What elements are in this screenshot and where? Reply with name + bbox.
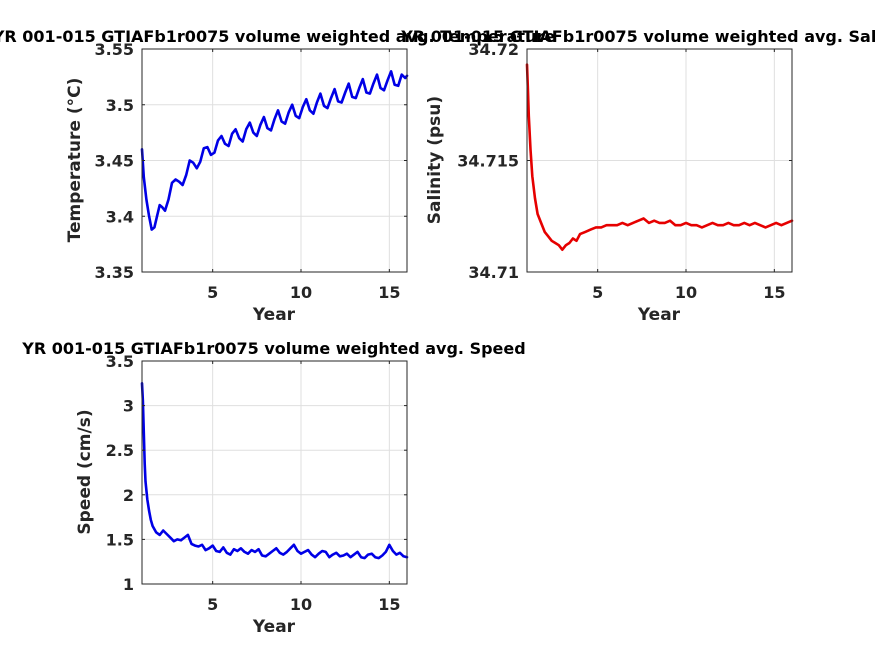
y-tick-label: 3.4 [106, 207, 134, 226]
y-tick-label: 3.55 [95, 40, 134, 59]
ticks: 5 10 15 1 1.5 2 2.5 3 3.5 [106, 352, 408, 614]
y-tick-label: 2.5 [106, 441, 134, 460]
grid [142, 49, 407, 272]
y-axis-label: Speed (cm/s) [75, 409, 95, 534]
y-tick-label: 3 [123, 397, 134, 416]
y-tick-label: 3.5 [106, 352, 134, 371]
x-tick-label: 15 [378, 283, 400, 302]
series-line [525, 63, 794, 251]
plot-area [141, 360, 408, 585]
ticks: 5 10 15 3.35 3.4 3.45 3.5 3.55 [95, 40, 408, 302]
y-tick-label: 1 [123, 575, 134, 594]
series [140, 381, 409, 560]
axes-frame [141, 48, 408, 273]
x-axis-label: Year [637, 305, 681, 325]
y-tick-label: 34.71 [468, 263, 519, 282]
x-tick-label: 15 [378, 595, 400, 614]
chart-title: YR 001-015 GTIAFb1r0075 volume weighted … [0, 27, 555, 46]
y-tick-label: 2 [123, 486, 134, 505]
x-axis-label: Year [252, 305, 296, 325]
y-axis-label: Temperature (°C) [65, 78, 85, 243]
y-tick-label: 1.5 [106, 530, 134, 549]
y-tick-label: 34.72 [468, 40, 519, 59]
x-tick-label: 10 [675, 283, 697, 302]
speed-plot: 5 10 15 1 1.5 2 2.5 3 3.5 YR 001-015 GTIAFb1r007… [21, 339, 525, 637]
x-tick-label: 10 [290, 283, 312, 302]
y-tick-label: 3.45 [95, 152, 134, 171]
series-line [140, 70, 409, 231]
x-tick-label: 10 [290, 595, 312, 614]
temperature-plot: 5 10 15 3.35 3.4 3.45 3.5 3.55 YR 001-015 GTIAF… [0, 27, 555, 325]
x-tick-label: 5 [592, 283, 603, 302]
grid [527, 49, 792, 272]
x-tick-label: 5 [207, 283, 218, 302]
axes-frame [141, 360, 408, 585]
series [140, 70, 409, 231]
x-tick-label: 5 [207, 595, 218, 614]
chart-title: YR 001-015 GTIAFb1r0075 volume weighted … [400, 27, 875, 46]
y-tick-label: 3.5 [106, 96, 134, 115]
series [525, 63, 794, 251]
chart-title: YR 001-015 GTIAFb1r0075 volume weighted … [21, 339, 525, 358]
axes-frame [526, 48, 793, 273]
y-axis-label: Salinity (psu) [425, 96, 445, 224]
ticks: 5 10 15 34.71 34.715 34.72 [457, 40, 793, 302]
y-tick-label: 3.35 [95, 263, 134, 282]
series-line [140, 381, 409, 560]
x-axis-label: Year [252, 617, 296, 637]
x-tick-label: 15 [763, 283, 785, 302]
salinity-plot: 5 10 15 34.71 34.715 34.72 YR 001-015 GTIAFb1… [400, 27, 875, 325]
y-tick-label: 34.715 [457, 152, 519, 171]
